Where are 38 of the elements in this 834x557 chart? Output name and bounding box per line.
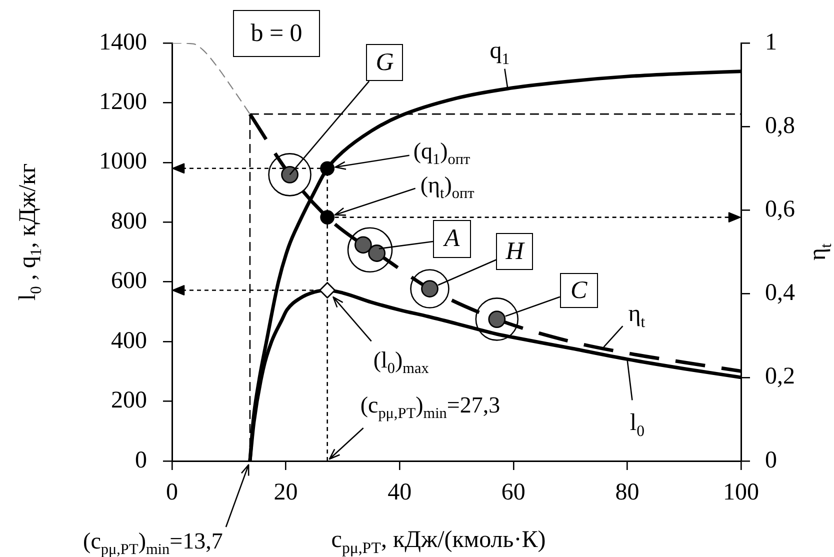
y-tick-label: 200 bbox=[111, 388, 147, 414]
annotation: C bbox=[570, 276, 588, 304]
y2-tick-label: 0,2 bbox=[765, 364, 795, 390]
point bbox=[268, 153, 312, 196]
annotation: (c$_{pμ,РТ}$)$_{min}$=27,3 bbox=[360, 392, 500, 422]
y-tick-label: 1200 bbox=[99, 89, 147, 116]
annotation: (l$_{0}$)$_{max}$ bbox=[373, 348, 429, 378]
y2-tick-label: 0,8 bbox=[765, 112, 795, 139]
line-series bbox=[172, 43, 251, 115]
x-tick-label: 80 bbox=[615, 480, 640, 506]
y-tick-label: 1000 bbox=[99, 148, 147, 175]
annotation: (q$_{1}$)$_{опт}$ bbox=[413, 138, 470, 168]
x-tick-label: 100 bbox=[723, 480, 759, 506]
annotation: b = 0 bbox=[250, 20, 302, 47]
y-tick-label: 800 bbox=[111, 208, 147, 234]
y2-tick-label: 0,6 bbox=[765, 196, 795, 222]
y-tick-label: 1400 bbox=[99, 29, 147, 56]
annotation: A bbox=[444, 225, 460, 252]
series-label: q$_{1}$ bbox=[490, 38, 510, 68]
annotation: H bbox=[506, 238, 524, 266]
x-tick-label: 40 bbox=[388, 480, 412, 506]
legend-label: l$_{0}$ bbox=[630, 410, 644, 440]
y2-tick-label: 1 bbox=[765, 29, 777, 56]
point bbox=[320, 210, 335, 225]
y-tick-label: 0 bbox=[135, 447, 147, 474]
x-tick-label: 60 bbox=[501, 480, 526, 506]
y2-tick-label: 0,4 bbox=[765, 280, 795, 306]
series-label: η$_{t}$ bbox=[628, 301, 646, 331]
point bbox=[475, 298, 519, 341]
annotation: (c$_{pμ,РТ}$)$_{min}$=13,7 bbox=[83, 528, 223, 557]
y-tick-label: 600 bbox=[111, 268, 147, 294]
annotation: G bbox=[376, 49, 394, 76]
y-tick-label: 400 bbox=[111, 328, 147, 354]
y2-tick-label: 0 bbox=[765, 447, 777, 474]
annotation: (η$_{t}$)$_{опт}$ bbox=[420, 172, 474, 202]
x-tick-label: 0 bbox=[166, 480, 178, 506]
x-axis-title: c$_{pμ,РТ}$, кДж/(кмоль·К) bbox=[331, 527, 546, 557]
x-tick-label: 20 bbox=[274, 480, 298, 506]
